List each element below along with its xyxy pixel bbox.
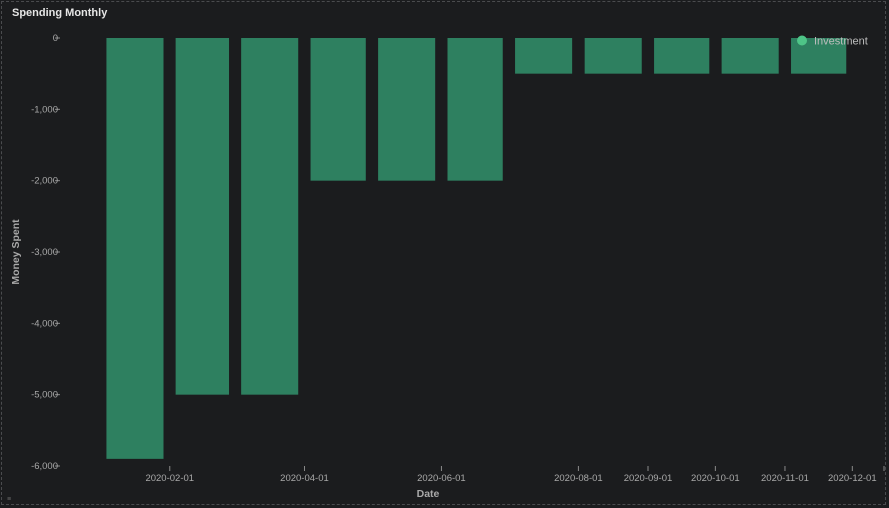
x-tick-label: 2020-11-01	[761, 473, 809, 484]
panel-title: Spending Monthly	[12, 7, 108, 19]
bar[interactable]	[515, 38, 573, 74]
legend[interactable]: Investment	[797, 35, 868, 48]
bar[interactable]	[175, 38, 230, 395]
y-axis-title: Money Spent	[10, 219, 22, 285]
y-axis: 0 -1,000 -2,000 -3,000 -4,000 -5,000 -6,000	[31, 33, 60, 472]
y-tick-label: -1,000	[31, 104, 58, 115]
y-tick-label: -3,000	[31, 247, 58, 258]
x-tick-label: 2020-06-01	[417, 473, 466, 484]
legend-swatch	[797, 35, 807, 46]
x-tick-label: 2020-09-01	[624, 473, 673, 484]
legend-label[interactable]: Investment	[814, 36, 868, 48]
x-axis: 2020-02-01 2020-04-01 2020-06-01 2020-08-01…	[145, 466, 885, 484]
x-tick-label: 2020-08-01	[554, 473, 603, 484]
bar[interactable]	[447, 38, 503, 181]
x-tick-label: 2020-02-01	[145, 473, 194, 484]
bar[interactable]	[241, 38, 299, 395]
x-axis-title: Date	[417, 488, 440, 500]
x-tick-label: 2020-04-01	[280, 473, 329, 484]
bar[interactable]	[721, 38, 779, 74]
bar[interactable]	[378, 38, 436, 181]
y-tick-label: -4,000	[31, 318, 58, 329]
bar[interactable]	[584, 38, 642, 74]
bar[interactable]	[310, 38, 366, 181]
x-tick-label: 2020-10-01	[691, 473, 740, 484]
y-tick-label: -6,000	[31, 461, 58, 472]
y-tick-label: -2,000	[31, 176, 58, 187]
y-tick-label: -5,000	[31, 390, 58, 401]
y-tick-label: 0	[53, 33, 58, 44]
bar[interactable]	[106, 38, 164, 459]
x-tick-label: 2020-12-01	[828, 473, 877, 484]
bar[interactable]	[654, 38, 710, 74]
resize-handle-icon[interactable]: ≡	[7, 496, 12, 503]
bars	[106, 38, 847, 459]
